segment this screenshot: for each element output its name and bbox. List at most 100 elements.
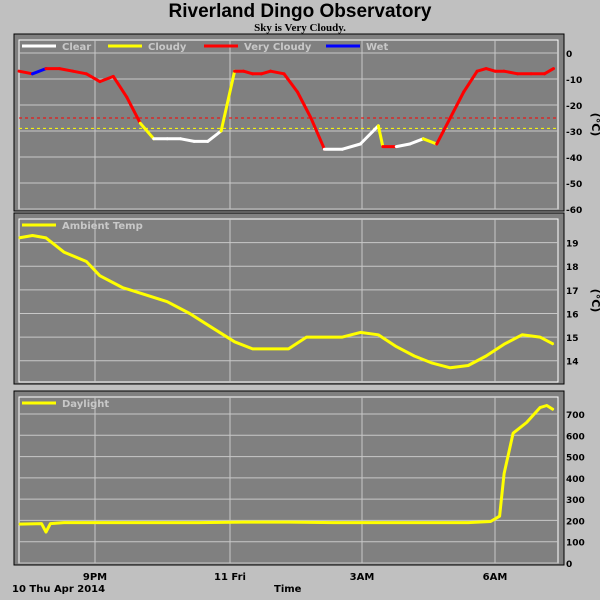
series-segment-very-cloudy bbox=[17, 69, 34, 76]
data-point bbox=[449, 367, 451, 369]
legend-item: Daylight bbox=[62, 399, 109, 410]
legend-item: Wet bbox=[366, 42, 388, 53]
data-point bbox=[18, 237, 20, 239]
series-segment-very-cloudy bbox=[125, 95, 142, 125]
series-segment-clear bbox=[358, 124, 380, 146]
data-point bbox=[287, 348, 290, 350]
data-point bbox=[503, 343, 505, 345]
series-segment-cloudy bbox=[219, 69, 237, 133]
data-point bbox=[359, 331, 361, 333]
data-point bbox=[166, 301, 168, 303]
data-point bbox=[49, 523, 52, 525]
series-segment-very-cloudy bbox=[448, 90, 466, 120]
data-point bbox=[499, 515, 501, 517]
data-point bbox=[422, 521, 424, 524]
y-tick-label: 600 bbox=[566, 432, 585, 442]
date-label: 10 Thu Apr 2014 bbox=[12, 584, 106, 595]
series-segment-very-cloudy bbox=[282, 72, 299, 94]
data-point bbox=[552, 409, 555, 411]
y-tick-label: 0 bbox=[566, 560, 572, 570]
series-segment-clear bbox=[408, 137, 425, 146]
data-point bbox=[341, 336, 343, 338]
y-tick-label: 400 bbox=[566, 475, 585, 485]
data-point bbox=[503, 473, 505, 475]
y-tick-label: -20 bbox=[566, 102, 582, 112]
series-segment-very-cloudy bbox=[111, 74, 129, 99]
series-segment-very-cloudy bbox=[242, 69, 255, 76]
data-point bbox=[198, 521, 200, 524]
data-point bbox=[40, 523, 43, 525]
y-tick-label: 500 bbox=[566, 454, 585, 464]
data-point bbox=[546, 404, 548, 407]
data-point bbox=[467, 521, 469, 524]
y-tick-label: -40 bbox=[566, 154, 582, 164]
data-point bbox=[153, 521, 155, 524]
series-segment-cloudy bbox=[421, 137, 439, 146]
data-point bbox=[539, 407, 541, 409]
y-tick-label: 16 bbox=[566, 310, 579, 320]
x-tick-label: 3AM bbox=[350, 572, 375, 583]
legend-item: Ambient Temp bbox=[62, 221, 143, 232]
y-tick-label: -60 bbox=[566, 206, 582, 216]
data-point bbox=[31, 234, 34, 237]
data-point bbox=[539, 336, 541, 338]
y-tick-label: -30 bbox=[566, 128, 582, 138]
legend-item: Clear bbox=[62, 42, 91, 53]
series-segment-very-cloudy bbox=[543, 67, 556, 76]
series-segment-very-cloudy bbox=[260, 69, 273, 76]
data-point bbox=[377, 521, 379, 524]
y-axis-label: (°C) bbox=[589, 289, 600, 313]
data-point bbox=[45, 531, 47, 533]
series-segment-very-cloudy bbox=[435, 116, 452, 146]
legend-item: Very Cloudy bbox=[244, 42, 312, 53]
data-point bbox=[63, 251, 65, 253]
y-tick-label: 18 bbox=[566, 263, 579, 273]
data-point bbox=[99, 275, 101, 277]
y-tick-label: 100 bbox=[566, 539, 585, 549]
data-point bbox=[512, 432, 514, 434]
data-point bbox=[144, 293, 146, 296]
series-segment-clear bbox=[340, 142, 362, 151]
data-point bbox=[323, 336, 326, 338]
data-point bbox=[305, 336, 308, 338]
y-axis-label: (°C) bbox=[589, 113, 600, 137]
data-point bbox=[413, 355, 415, 357]
data-point bbox=[85, 260, 87, 263]
y-tick-label: -50 bbox=[566, 180, 582, 190]
data-point bbox=[521, 334, 523, 336]
data-point bbox=[431, 362, 433, 364]
series-segment-very-cloudy bbox=[84, 72, 102, 84]
series-segment-very-cloudy bbox=[484, 67, 497, 73]
y-tick-label: 15 bbox=[566, 334, 579, 344]
series-segment-very-cloudy bbox=[98, 74, 115, 84]
data-point bbox=[269, 348, 272, 350]
x-tick-label: 9PM bbox=[83, 572, 107, 583]
data-point bbox=[377, 334, 379, 336]
series-segment-very-cloudy bbox=[57, 67, 75, 73]
series-segment-very-cloudy bbox=[295, 90, 313, 120]
series-segment-clear bbox=[179, 137, 196, 143]
y-tick-label: 14 bbox=[566, 358, 579, 368]
data-point bbox=[242, 521, 245, 523]
series-segment-very-cloudy bbox=[475, 67, 488, 73]
sky-status: Sky is Very Cloudy. bbox=[254, 22, 346, 34]
y-tick-label: 700 bbox=[566, 411, 585, 421]
time-axis-label: Time bbox=[274, 584, 302, 595]
legend-item: Cloudy bbox=[148, 42, 187, 53]
page-title: Riverland Dingo Observatory bbox=[168, 1, 432, 22]
series-segment-clear bbox=[394, 142, 412, 149]
data-point bbox=[332, 521, 335, 524]
panel-1 bbox=[13, 33, 565, 212]
panel-2 bbox=[13, 212, 565, 385]
series-segment-very-cloudy bbox=[269, 69, 286, 76]
x-tick-label: 6AM bbox=[483, 572, 508, 583]
series-segment-very-cloudy bbox=[502, 69, 520, 76]
data-point bbox=[552, 343, 555, 345]
series-segment-cloudy bbox=[376, 124, 385, 149]
data-point bbox=[211, 327, 213, 329]
series-segment-cloudy bbox=[138, 121, 156, 141]
series-line bbox=[18, 404, 555, 534]
data-point bbox=[189, 312, 191, 315]
data-point bbox=[287, 521, 290, 523]
y-tick-label: -10 bbox=[566, 76, 582, 86]
